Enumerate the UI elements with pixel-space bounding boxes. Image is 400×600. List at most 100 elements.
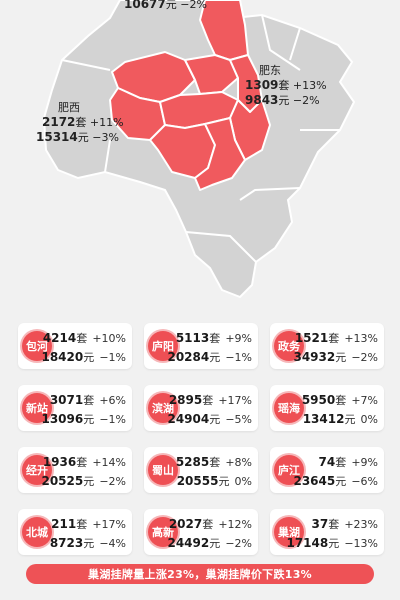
map-label-top: 10677元 −2% — [124, 0, 207, 12]
price-unit: 元 — [328, 537, 340, 550]
listing-price: 34932 — [293, 350, 336, 364]
count-unit: 套 — [202, 518, 214, 531]
listing-count: 2895 — [168, 393, 203, 407]
price-change: −1% — [99, 351, 126, 364]
count-unit: 套 — [328, 332, 340, 345]
count-change: +9% — [351, 456, 378, 469]
map-label-feidong-price-change: −2% — [292, 94, 320, 107]
map-label-top-change: −2% — [180, 0, 207, 11]
district-badge: 庐阳 — [148, 331, 178, 361]
map-label-feidong: 肥东 1309套 +13% 9843元 −2% — [245, 63, 327, 108]
urban-districts — [109, 0, 271, 191]
map-label-feidong-price-unit: 元 — [278, 94, 290, 107]
price-change: −1% — [99, 413, 126, 426]
count-unit: 套 — [209, 332, 221, 345]
map-label-feidong-count-change: +13% — [292, 79, 327, 92]
price-unit: 元 — [83, 351, 95, 364]
count-unit: 套 — [76, 332, 88, 345]
count-change: +6% — [99, 394, 126, 407]
listing-price: 13412 — [302, 412, 345, 426]
district-badge: 包河 — [22, 331, 52, 361]
listing-count: 5285 — [175, 455, 210, 469]
district-card: 政务 1521套 +13% 34932元 −2% — [270, 323, 384, 369]
listing-price: 20555 — [176, 474, 219, 488]
price-unit: 元 — [209, 537, 221, 550]
listing-price: 20525 — [41, 474, 84, 488]
district-badge: 经开 — [22, 455, 52, 485]
district-badge: 巢湖 — [274, 517, 304, 547]
district-badge: 蜀山 — [148, 455, 178, 485]
price-unit: 元 — [335, 475, 347, 488]
map-label-feidong-count: 1309 — [245, 78, 279, 92]
price-change: 0% — [234, 475, 252, 488]
district-card: 滨湖 2895套 +17% 24904元 −5% — [144, 385, 258, 431]
listing-price: 24492 — [167, 536, 210, 550]
count-change: +9% — [225, 332, 252, 345]
price-change: −2% — [99, 475, 126, 488]
district-card: 北城 211套 +17% 8723元 −4% — [18, 509, 132, 555]
count-change: +17% — [218, 394, 252, 407]
district-card-grid: 包河 4214套 +10% 18420元 −1% 庐阳 5113套 +9% 20… — [18, 323, 384, 555]
district-badge: 滨湖 — [148, 393, 178, 423]
listing-count: 5950 — [301, 393, 336, 407]
map-label-feidong-count-unit: 套 — [278, 79, 290, 92]
district-shape-center-north — [184, 54, 239, 95]
count-change: +13% — [344, 332, 378, 345]
price-change: −5% — [225, 413, 252, 426]
count-change: +7% — [351, 394, 378, 407]
count-unit: 套 — [83, 394, 95, 407]
district-badge: 瑶海 — [274, 393, 304, 423]
listing-price: 20284 — [167, 350, 210, 364]
count-change: +12% — [218, 518, 252, 531]
count-change: +8% — [225, 456, 252, 469]
price-unit: 元 — [218, 475, 230, 488]
map-label-feixi-price-unit: 元 — [77, 131, 89, 144]
listing-count: 4214 — [42, 331, 77, 345]
map-label-feixi-count: 2172 — [42, 115, 76, 129]
price-unit: 元 — [209, 413, 221, 426]
district-badge: 庐江 — [274, 455, 304, 485]
map-boundary-lines — [61, 14, 340, 263]
map-label-feidong-price: 9843 — [245, 93, 279, 107]
price-unit: 元 — [209, 351, 221, 364]
district-card: 高新 2027套 +12% 24492元 −2% — [144, 509, 258, 555]
district-badge: 政务 — [274, 331, 304, 361]
district-card: 包河 4214套 +10% 18420元 −1% — [18, 323, 132, 369]
count-unit: 套 — [335, 394, 347, 407]
price-unit: 元 — [344, 413, 356, 426]
map-label-top-unit: 元 — [165, 0, 177, 11]
count-change: +14% — [92, 456, 126, 469]
listing-count: 74 — [318, 455, 336, 469]
count-change: +23% — [344, 518, 378, 531]
district-badge: 新站 — [22, 393, 52, 423]
district-card: 经开 1936套 +14% 20525元 −2% — [18, 447, 132, 493]
price-change: −4% — [99, 537, 126, 550]
district-map — [42, 0, 356, 299]
map-label-top-count: 10677 — [124, 0, 166, 11]
listing-price: 17148 — [286, 536, 329, 550]
map-label-feixi: 肥西 2172套 +11% 15314元 −3% — [36, 100, 124, 145]
price-change: −13% — [344, 537, 378, 550]
listing-price: 8723 — [49, 536, 84, 550]
map-label-feixi-price: 15314 — [36, 130, 78, 144]
district-card: 庐江 74套 +9% 23645元 −6% — [270, 447, 384, 493]
map-label-feixi-count-unit: 套 — [75, 116, 87, 129]
listing-count: 5113 — [175, 331, 210, 345]
price-unit: 元 — [83, 475, 95, 488]
district-card: 巢湖 37套 +23% 17148元 −13% — [270, 509, 384, 555]
district-card: 瑶海 5950套 +7% 13412元 0% — [270, 385, 384, 431]
listing-count: 1936 — [42, 455, 77, 469]
price-change: −6% — [351, 475, 378, 488]
district-card: 蜀山 5285套 +8% 20555元 0% — [144, 447, 258, 493]
listing-price: 23645 — [293, 474, 336, 488]
count-unit: 套 — [76, 456, 88, 469]
map-label-feidong-name: 肥东 — [259, 64, 281, 77]
listing-price: 13096 — [41, 412, 84, 426]
count-change: +10% — [92, 332, 126, 345]
count-unit: 套 — [76, 518, 88, 531]
price-change: −2% — [225, 537, 252, 550]
listing-price: 24904 — [167, 412, 210, 426]
count-change: +17% — [92, 518, 126, 531]
price-change: −1% — [225, 351, 252, 364]
listing-count: 3071 — [49, 393, 84, 407]
